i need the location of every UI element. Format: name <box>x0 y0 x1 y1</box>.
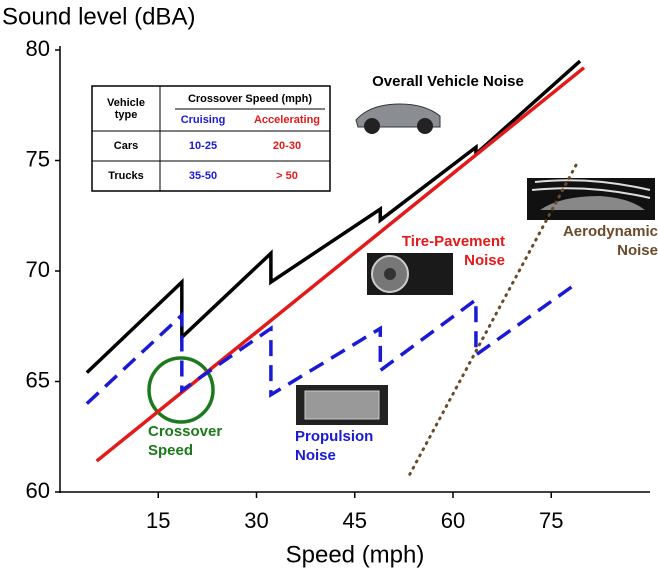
page: Sound level (dBA) Speed (mph) Vehicletyp… <box>0 0 658 581</box>
x-tick-label: 15 <box>146 508 170 533</box>
table-cell: > 50 <box>276 170 298 182</box>
table-subheader: Cruising <box>181 114 226 126</box>
x-tick-label: 75 <box>539 508 563 533</box>
x-tick-label: 60 <box>441 508 465 533</box>
wheel-image <box>367 253 453 295</box>
table-cell: Cars <box>114 140 138 152</box>
table-cell: 20-30 <box>273 140 301 152</box>
y-tick-label: 75 <box>26 146 50 171</box>
table-cell: 10-25 <box>189 140 217 152</box>
table-subheader: Accelerating <box>254 114 320 126</box>
x-tick-label: 45 <box>343 508 367 533</box>
engine-image <box>296 385 388 425</box>
y-tick-label: 70 <box>26 257 50 282</box>
y-axis-title: Sound level (dBA) <box>2 3 195 30</box>
table-cell: Trucks <box>108 170 143 182</box>
x-tick-label: 30 <box>244 508 268 533</box>
series-label: Overall Vehicle Noise <box>372 73 524 90</box>
y-tick-label: 80 <box>26 36 50 61</box>
car-image <box>352 97 444 137</box>
y-tick-label: 60 <box>26 478 50 503</box>
car-aero-image <box>527 178 655 220</box>
x-axis-title: Speed (mph) <box>286 541 425 568</box>
table-header: Crossover Speed (mph) <box>188 93 312 105</box>
chart: Sound level (dBA) Speed (mph) Vehicletyp… <box>0 0 658 576</box>
table-cell: 35-50 <box>189 170 217 182</box>
y-tick-label: 65 <box>26 367 50 392</box>
